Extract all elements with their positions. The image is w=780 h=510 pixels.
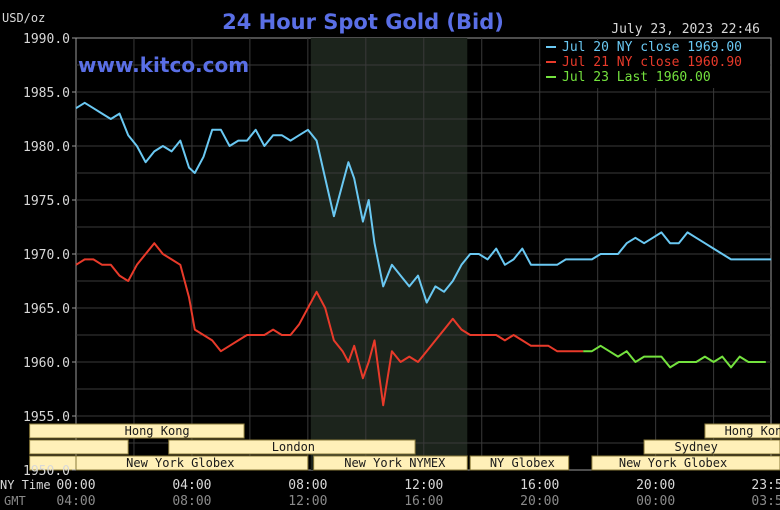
timestamp: July 23, 2023 22:46 bbox=[611, 22, 760, 37]
session-bar bbox=[29, 423, 245, 439]
session-label: Hong Kong bbox=[125, 424, 190, 438]
x-tick-label-gmt: 12:00 bbox=[288, 494, 327, 509]
legend-background bbox=[541, 40, 770, 88]
y-tick-label: 1990.0 bbox=[23, 32, 70, 47]
x-tick-label-gmt: 20:00 bbox=[520, 494, 559, 509]
session-bar bbox=[313, 455, 468, 471]
legend-entry: Jul 23 Last 1960.00 bbox=[562, 70, 711, 85]
session-label: Sydney bbox=[675, 440, 718, 454]
session-bar bbox=[75, 455, 309, 471]
session-label: New York Globex bbox=[126, 456, 234, 470]
session-label: London bbox=[272, 440, 315, 454]
y-tick-label: 1965.0 bbox=[23, 302, 70, 317]
session-label: Hong Kong bbox=[725, 424, 780, 438]
legend-entry: Jul 21 NY close 1960.90 bbox=[562, 55, 742, 70]
session-bar bbox=[29, 439, 129, 455]
series-line bbox=[75, 242, 584, 407]
x-tick-label-gmt: 16:00 bbox=[404, 494, 443, 509]
x-tick-label-ny: 08:00 bbox=[288, 478, 327, 493]
session-bar bbox=[469, 455, 570, 471]
x-tick-label-ny: 04:00 bbox=[172, 478, 211, 493]
y-tick-label: 1980.0 bbox=[23, 140, 70, 155]
y-tick-label: 1970.0 bbox=[23, 248, 70, 263]
ny-time-label: NY Time bbox=[0, 478, 51, 492]
y-tick-label: 1985.0 bbox=[23, 86, 70, 101]
session-label: New York Globex bbox=[619, 456, 727, 470]
chart-title: 24 Hour Spot Gold (Bid) bbox=[222, 10, 504, 34]
x-tick-label-ny: 23:59 bbox=[751, 478, 780, 493]
session-bar bbox=[168, 439, 416, 455]
session-bar bbox=[591, 455, 780, 471]
x-tick-label-gmt: 03:59 bbox=[751, 494, 780, 509]
x-tick-label-gmt: 04:00 bbox=[56, 494, 95, 509]
y-tick-label: 1955.0 bbox=[23, 410, 70, 425]
x-tick-label-ny: 12:00 bbox=[404, 478, 443, 493]
x-tick-label-ny: 16:00 bbox=[520, 478, 559, 493]
y-tick-label: 1975.0 bbox=[23, 194, 70, 209]
y-tick-label: 1960.0 bbox=[23, 356, 70, 371]
session-label: NY Globex bbox=[490, 456, 555, 470]
x-tick-label-gmt: 00:00 bbox=[636, 494, 675, 509]
y-tick-label: 1950.0 bbox=[23, 464, 70, 479]
watermark: www.kitco.com bbox=[78, 53, 249, 77]
series-line bbox=[75, 101, 772, 304]
x-tick-label-ny: 00:00 bbox=[56, 478, 95, 493]
gmt-label: GMT bbox=[4, 494, 26, 508]
x-tick-label-ny: 20:00 bbox=[636, 478, 675, 493]
legend-entry: Jul 20 NY close 1969.00 bbox=[562, 40, 742, 55]
session-label: New York NYMEX bbox=[344, 456, 446, 470]
x-tick-label-gmt: 08:00 bbox=[172, 494, 211, 509]
unit-label: USD/oz bbox=[2, 11, 45, 25]
series-line bbox=[583, 344, 766, 369]
